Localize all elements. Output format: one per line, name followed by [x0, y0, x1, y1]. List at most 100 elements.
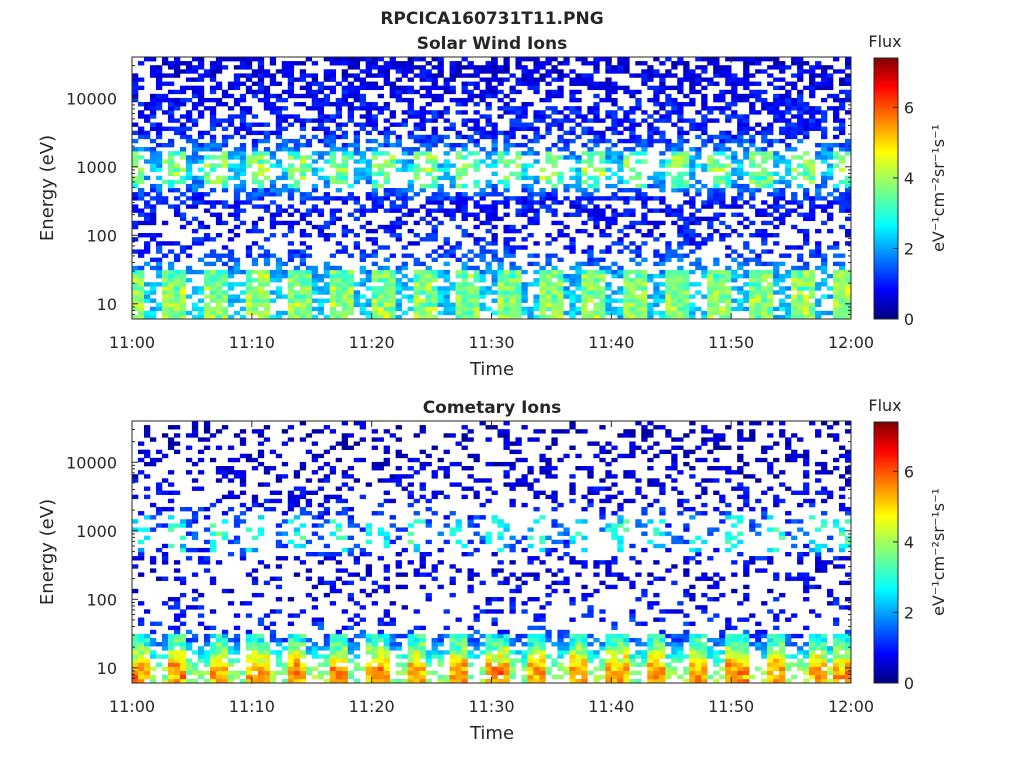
heatmap-cell: [479, 114, 486, 119]
heatmap-cell: [257, 65, 265, 70]
heatmap-cell: [341, 179, 348, 185]
heatmap-cell: [809, 310, 816, 316]
heatmap-cell: [635, 183, 642, 189]
heatmap-cell: [263, 666, 271, 672]
heatmap-cell: [161, 298, 169, 303]
heatmap-cell: [377, 306, 384, 312]
heatmap-cell: [677, 77, 684, 82]
heatmap-cell: [143, 433, 151, 438]
heatmap-cell: [581, 286, 588, 291]
heatmap-cell: [521, 57, 528, 62]
heatmap-cell: [509, 118, 516, 123]
heatmap-cell: [173, 674, 181, 680]
heatmap-cell: [575, 81, 582, 86]
heatmap-cell: [221, 159, 229, 164]
heatmap-cell: [629, 298, 636, 303]
heatmap-cell: [515, 302, 522, 308]
heatmap-cell: [383, 179, 390, 185]
heatmap-cell: [737, 212, 744, 217]
heatmap-cell: [461, 253, 468, 258]
heatmap-cell: [749, 126, 756, 131]
heatmap-cell: [239, 134, 247, 140]
heatmap-cell: [185, 666, 193, 672]
heatmap-cell: [371, 188, 378, 193]
heatmap-cell: [803, 265, 810, 271]
heatmap-cell: [509, 273, 516, 279]
heatmap-cell: [443, 167, 450, 172]
heatmap-cell: [221, 494, 229, 500]
heatmap-cell: [191, 204, 199, 209]
heatmap-cell: [371, 147, 378, 152]
heatmap-cell: [413, 155, 420, 160]
heatmap-cell: [695, 179, 702, 185]
heatmap-cell: [155, 106, 163, 111]
heatmap-cell: [707, 306, 714, 312]
heatmap-cell: [221, 666, 229, 672]
heatmap-cell: [503, 278, 510, 283]
heatmap-cell: [413, 282, 420, 287]
heatmap-cell: [701, 97, 708, 103]
heatmap-cell: [803, 216, 810, 222]
heatmap-cell: [287, 93, 295, 99]
heatmap-cell: [299, 261, 307, 267]
heatmap-cell: [191, 666, 199, 672]
heatmap-cell: [569, 265, 576, 271]
heatmap-cell: [203, 662, 211, 667]
heatmap-cell: [173, 118, 181, 123]
heatmap-cell: [179, 523, 187, 528]
heatmap-cell: [605, 77, 612, 82]
heatmap-cell: [419, 298, 426, 303]
heatmap-cell: [173, 257, 181, 262]
heatmap-cell: [479, 249, 486, 254]
heatmap-cell: [797, 269, 804, 275]
heatmap-cell: [251, 306, 259, 312]
heatmap-cell: [221, 200, 229, 205]
heatmap-cell: [257, 515, 265, 520]
heatmap-cell: [659, 188, 666, 193]
heatmap-cell: [809, 286, 816, 291]
heatmap-cell: [383, 192, 390, 197]
heatmap-cell: [197, 192, 205, 197]
heatmap-cell: [401, 151, 408, 156]
heatmap-cell: [239, 502, 247, 508]
heatmap-cell: [689, 282, 696, 287]
heatmap-cell: [581, 306, 588, 312]
heatmap-cell: [779, 188, 786, 193]
heatmap-cell: [431, 269, 438, 275]
heatmap-cell: [281, 114, 289, 119]
heatmap-cell: [515, 110, 522, 115]
heatmap-cell: [413, 310, 420, 316]
heatmap-cell: [647, 69, 654, 74]
heatmap-cell: [671, 282, 678, 287]
heatmap-cell: [221, 253, 229, 258]
heatmap-cell: [191, 196, 199, 201]
heatmap-cell: [545, 73, 552, 78]
heatmap-cell: [203, 237, 211, 242]
heatmap-cell: [155, 249, 163, 254]
heatmap-cell: [132, 151, 139, 156]
heatmap-cell: [689, 314, 696, 320]
heatmap-cell: [503, 228, 510, 234]
heatmap-cell: [773, 57, 780, 62]
heatmap-cell: [821, 208, 828, 213]
heatmap-cell: [287, 73, 295, 78]
heatmap-cell: [347, 81, 354, 86]
heatmap-cell: [665, 278, 672, 283]
heatmap-cell: [761, 147, 768, 152]
heatmap-cell: [767, 302, 774, 308]
heatmap-cell: [149, 642, 157, 647]
heatmap-cell: [311, 97, 319, 103]
heatmap-cell: [821, 261, 828, 267]
heatmap-cell: [551, 155, 558, 160]
heatmap-cell: [569, 241, 576, 246]
heatmap-cell: [173, 298, 181, 303]
heatmap-cell: [185, 65, 193, 70]
heatmap-cell: [173, 617, 181, 622]
heatmap-cell: [227, 470, 235, 475]
heatmap-cell: [431, 77, 438, 82]
heatmap-cell: [233, 167, 241, 172]
heatmap-cell: [173, 629, 181, 635]
heatmap-cell: [293, 102, 301, 107]
heatmap-cell: [563, 245, 570, 250]
heatmap-cell: [317, 97, 325, 103]
